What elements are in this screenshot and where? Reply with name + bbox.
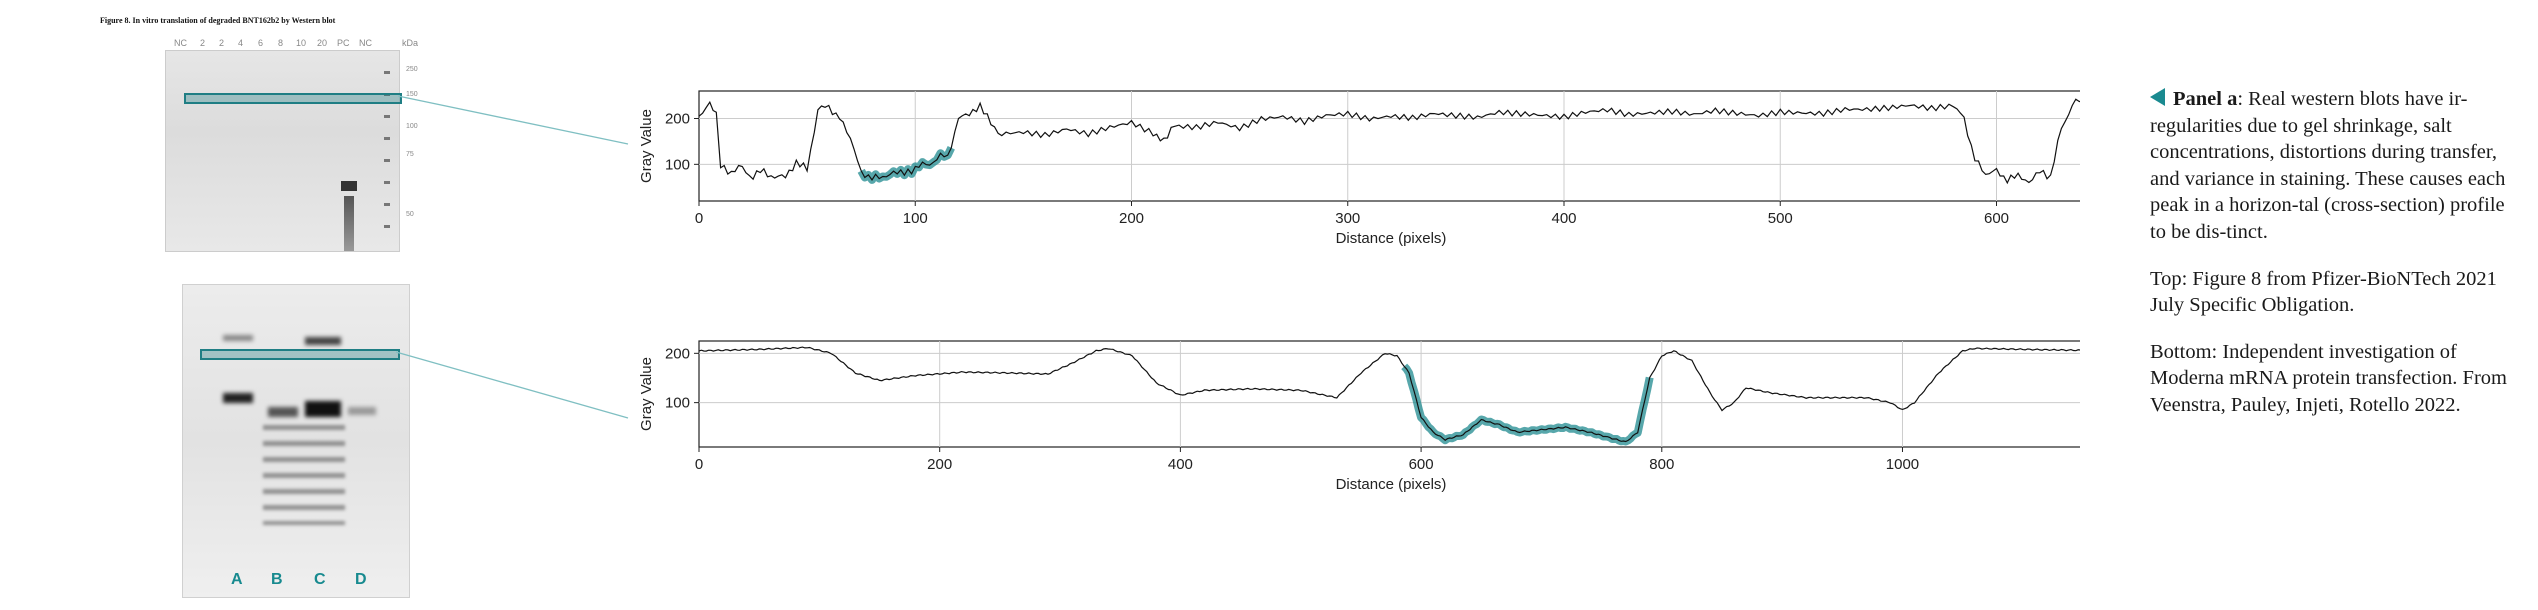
lane-label-d: D xyxy=(355,571,367,588)
lane-header: PC xyxy=(337,38,350,48)
mw-marker: 250 xyxy=(406,66,418,73)
lane-header: 2 xyxy=(200,38,206,48)
lane-label-c: C xyxy=(314,571,326,588)
x-tick-label: 400 xyxy=(1551,210,1576,227)
bottom-connector-line xyxy=(395,351,629,419)
x-tick-label: 200 xyxy=(927,456,952,473)
lane-header: NC xyxy=(174,38,187,48)
x-axis-label: Distance (pixels) xyxy=(1336,476,1447,493)
blot-band xyxy=(305,337,341,345)
x-tick-label: 300 xyxy=(1335,210,1360,227)
mw-marker: 150 xyxy=(406,91,418,98)
x-axis-label: Distance (pixels) xyxy=(1336,230,1447,247)
blot-band xyxy=(263,425,345,525)
lane-header: 2 xyxy=(219,38,225,48)
lane-label-a: A xyxy=(231,571,243,588)
blot-band xyxy=(305,401,341,417)
y-axis-label: Gray Value xyxy=(638,357,655,431)
bottom-western-blot-image: A B C D xyxy=(182,284,410,598)
bottom-profile-selection-box xyxy=(200,349,400,360)
blot-band xyxy=(223,393,253,403)
x-tick-label: 600 xyxy=(1409,456,1434,473)
x-tick-label: 200 xyxy=(1119,210,1144,227)
y-tick-label: 100 xyxy=(665,395,690,412)
bottom-profile-chart: 0 200 400 600 800 1000 100 200 Distance (pixels)… xyxy=(638,340,2080,493)
x-tick-label: 1000 xyxy=(1886,456,1919,473)
blot-band xyxy=(268,407,298,417)
blot-band xyxy=(348,407,376,415)
lane-header: 4 xyxy=(238,38,244,48)
lane-label-b: B xyxy=(271,571,283,588)
top-profile-selection-box xyxy=(184,93,402,104)
blot-band xyxy=(341,181,357,191)
mw-marker: 75 xyxy=(406,151,414,158)
blot-band xyxy=(223,335,253,341)
ladder-lane xyxy=(384,71,390,241)
panel-text: : Real western blots have ir-regularitie… xyxy=(2150,88,2506,243)
panel-label: Panel a xyxy=(2173,88,2238,110)
y-tick-label: 200 xyxy=(665,111,690,128)
blot-band xyxy=(344,196,354,251)
top-note: Top: Figure 8 from Pfizer-BioNTech 2021 … xyxy=(2150,267,2497,317)
panel-a-paragraph: Panel a: Real western blots have ir-regu… xyxy=(2150,86,2525,246)
profile-series-line xyxy=(698,346,2080,443)
lane-header: 10 xyxy=(296,38,307,48)
y-tick-label: 200 xyxy=(665,345,690,362)
top-profile-chart: 0 100 200 300 400 500 600 100 200 Distance (pixel… xyxy=(638,90,2080,247)
plot-frame xyxy=(698,90,2080,202)
mw-marker: 100 xyxy=(406,123,418,130)
lane-header: NC xyxy=(359,38,372,48)
x-tick-label: 600 xyxy=(1984,210,2009,227)
x-tick-label: 400 xyxy=(1168,456,1193,473)
profile-series-line xyxy=(698,98,2080,185)
mw-marker: 50 xyxy=(406,211,414,218)
top-connector-line xyxy=(397,95,629,145)
y-axis-label: Gray Value xyxy=(638,109,655,183)
x-tick-label: 800 xyxy=(1649,456,1674,473)
plot-frame xyxy=(698,340,2080,448)
pfizer-figure-title: Figure 8. In vitro translation of degrad… xyxy=(100,16,336,25)
lane-header: 6 xyxy=(258,38,264,48)
triangle-pointer-icon xyxy=(2150,88,2165,106)
x-tick-label: 0 xyxy=(695,210,703,227)
bottom-note: Bottom: Independent investigation of Mod… xyxy=(2150,340,2507,416)
lane-header: 20 xyxy=(317,38,328,48)
y-tick-label: 100 xyxy=(665,156,690,173)
lane-header: 8 xyxy=(278,38,284,48)
x-tick-label: 0 xyxy=(695,456,703,473)
top-western-blot-image: NC 2 2 4 6 8 10 20 PC NC kDa 250 150 100… xyxy=(165,38,418,252)
caption: Panel a: Real western blots have ir-regu… xyxy=(2150,86,2525,439)
lane-header: kDa xyxy=(402,38,419,48)
x-tick-label: 100 xyxy=(903,210,928,227)
x-tick-label: 500 xyxy=(1768,210,1793,227)
